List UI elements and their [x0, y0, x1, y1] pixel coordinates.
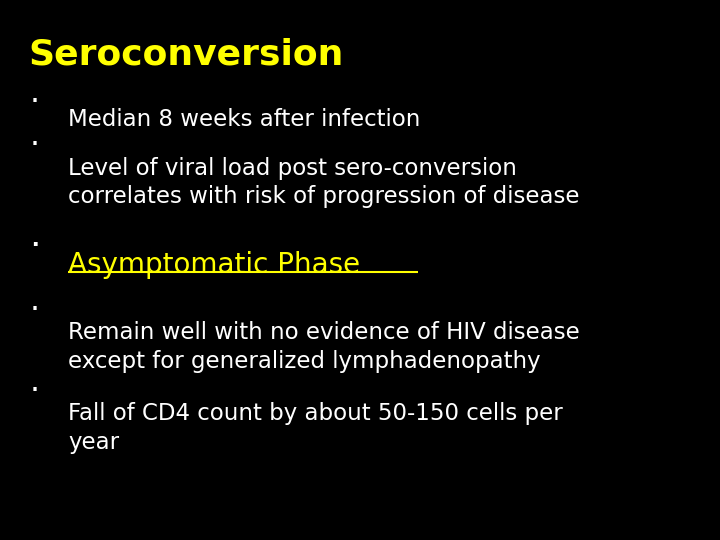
Text: Remain well with no evidence of HIV disease
except for generalized lymphadenopat: Remain well with no evidence of HIV dise…	[68, 321, 580, 373]
Text: Level of viral load post sero-conversion
correlates with risk of progression of : Level of viral load post sero-conversion…	[68, 157, 580, 208]
Text: Asymptomatic Phase: Asymptomatic Phase	[68, 251, 361, 279]
Text: ·: ·	[30, 296, 40, 325]
Text: ·: ·	[30, 377, 40, 406]
Text: Median 8 weeks after infection: Median 8 weeks after infection	[68, 108, 420, 131]
Text: Seroconversion: Seroconversion	[29, 38, 344, 72]
Text: ·: ·	[30, 131, 40, 160]
Text: ·: ·	[29, 229, 40, 262]
Text: ·: ·	[30, 88, 40, 117]
Text: Fall of CD4 count by about 50-150 cells per
year: Fall of CD4 count by about 50-150 cells …	[68, 402, 563, 454]
